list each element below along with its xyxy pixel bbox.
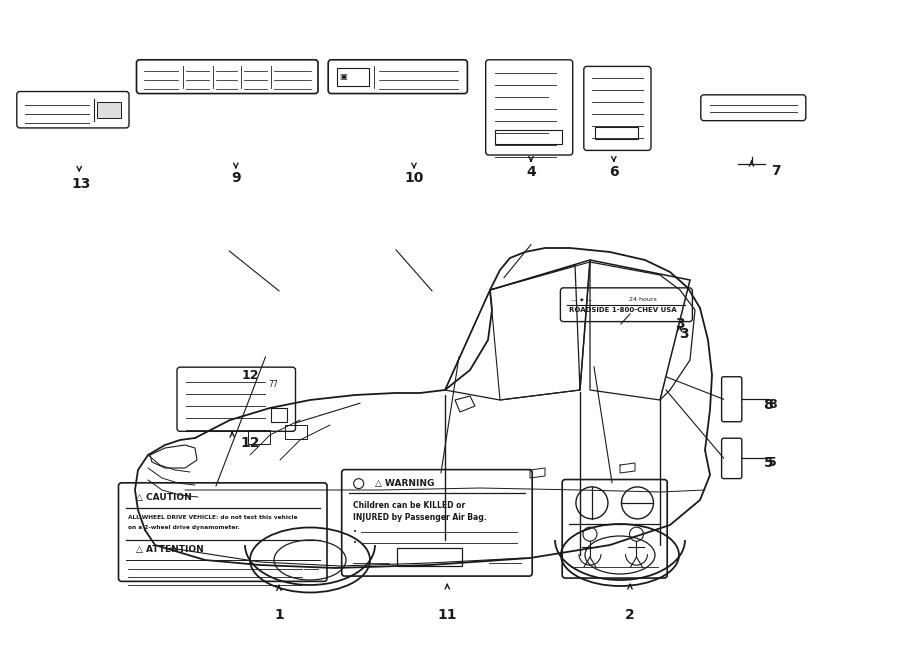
Text: 77: 77	[268, 379, 278, 389]
Text: 24 hours: 24 hours	[629, 297, 657, 302]
Text: 2: 2	[626, 607, 634, 622]
Bar	[271, 408, 286, 422]
Text: 5: 5	[768, 456, 777, 469]
Text: ▣: ▣	[339, 72, 347, 81]
Text: 3: 3	[680, 327, 688, 341]
Bar	[495, 130, 562, 144]
Text: △ ATTENTION: △ ATTENTION	[136, 545, 203, 555]
Bar	[338, 68, 369, 85]
Bar	[285, 425, 307, 439]
Text: 8: 8	[769, 398, 777, 411]
Text: on a 2-wheel drive dynamometer.: on a 2-wheel drive dynamometer.	[128, 525, 239, 530]
Text: 6: 6	[609, 165, 618, 179]
Text: — ✦ —: — ✦ —	[572, 297, 593, 302]
Text: 12: 12	[241, 369, 259, 382]
Bar	[248, 430, 270, 444]
Bar	[595, 128, 638, 139]
Bar	[397, 548, 462, 566]
Text: 11: 11	[437, 607, 457, 622]
Text: 5: 5	[763, 455, 773, 470]
Text: 10: 10	[404, 171, 424, 186]
Text: 1: 1	[274, 607, 284, 622]
Text: ROADSIDE 1-800-CHEV USA: ROADSIDE 1-800-CHEV USA	[570, 307, 677, 313]
Text: 13: 13	[71, 176, 91, 191]
Text: •: •	[353, 529, 356, 535]
Text: ALL WHEEL DRIVE VEHICLE: do not test this vehicle: ALL WHEEL DRIVE VEHICLE: do not test thi…	[128, 516, 297, 520]
Text: 7: 7	[771, 163, 780, 178]
Text: 12: 12	[240, 436, 260, 450]
Text: Children can be KILLED or: Children can be KILLED or	[353, 501, 465, 510]
Bar	[97, 102, 121, 118]
Text: △ CAUTION: △ CAUTION	[136, 493, 191, 502]
Text: INJURED by Passenger Air Bag.: INJURED by Passenger Air Bag.	[353, 513, 486, 522]
Text: 8: 8	[763, 397, 773, 412]
Text: △ WARNING: △ WARNING	[374, 479, 434, 488]
Text: •: •	[353, 539, 356, 545]
Text: 4: 4	[526, 165, 536, 179]
Text: 3: 3	[675, 317, 684, 331]
Text: 9: 9	[231, 171, 240, 186]
